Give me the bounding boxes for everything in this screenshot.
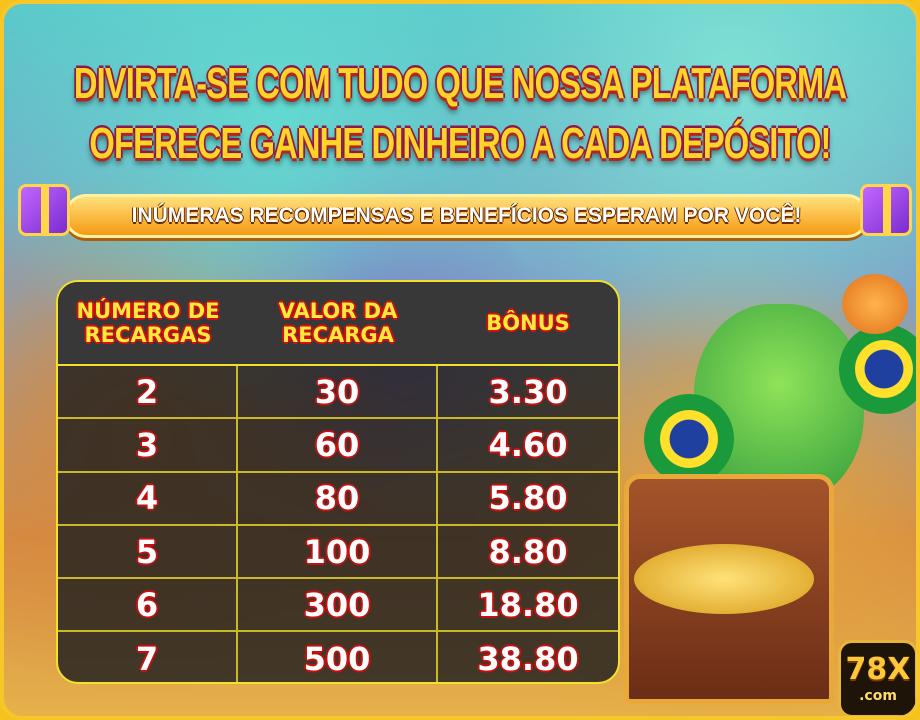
cell-bonus: 8.80 — [488, 532, 568, 571]
cell-recharge-count: 2 — [58, 366, 238, 418]
brazil-flag-icon — [644, 394, 734, 484]
cell-bonus: 38.80 — [477, 640, 579, 679]
header-bonus: BÔNUS — [486, 311, 570, 335]
cell-bonus: 3.30 — [488, 372, 568, 411]
table-row: 4 80 5.80 — [58, 472, 618, 526]
cell-recharge-count: 5 — [58, 525, 238, 578]
logo-text: 78X — [845, 652, 911, 687]
cell-bonus: 5.80 — [488, 479, 568, 518]
table-header: NÚMERO DE RECARGAS VALOR DA RECARGA BÔNU… — [58, 282, 618, 366]
cell-recharge-count: 6 — [58, 579, 238, 631]
cell-bonus: 18.80 — [477, 585, 579, 624]
cell-recharge-count: 7 — [58, 632, 238, 682]
rewards-ribbon: INÚMERAS RECOMPENSAS E BENEFÍCIOS ESPERA… — [64, 194, 869, 238]
cell-recharge-count: 3 — [58, 419, 238, 471]
cell-recharge-value: 80 — [238, 472, 438, 524]
header-recharge-count: NÚMERO DE RECARGAS — [76, 299, 220, 347]
bonus-table: NÚMERO DE RECARGAS VALOR DA RECARGA BÔNU… — [56, 280, 620, 684]
table-row: 6 300 18.80 — [58, 579, 618, 633]
headline-line-2: OFERECE GANHE DINHEIRO A CADA DEPÓSITO! — [89, 119, 831, 169]
gold-coins-illustration — [634, 544, 814, 614]
cell-bonus: 4.60 — [488, 425, 568, 464]
gift-box-icon — [18, 184, 70, 236]
header-recharge-value: VALOR DA RECARGA — [278, 299, 398, 347]
cell-recharge-value: 30 — [238, 366, 438, 418]
table-row: 7 500 38.80 — [58, 632, 618, 682]
dragon-illustration — [694, 304, 864, 504]
table-row: 5 100 8.80 — [58, 525, 618, 580]
cell-recharge-count: 4 — [58, 472, 238, 524]
cell-recharge-value: 300 — [238, 579, 438, 631]
cell-recharge-value: 60 — [238, 419, 438, 471]
brazil-flag-icon — [839, 324, 916, 414]
brand-logo: 78X .com — [838, 640, 916, 716]
cell-recharge-value: 100 — [238, 525, 438, 578]
cell-recharge-value: 500 — [238, 632, 438, 682]
gift-box-icon — [860, 184, 912, 236]
tiger-illustration — [842, 274, 908, 334]
table-row: 3 60 4.60 — [58, 419, 618, 473]
table-row: 2 30 3.30 — [58, 366, 618, 420]
logo-domain: .com — [859, 688, 897, 704]
headline-line-1: DIVIRTA-SE COM TUDO QUE NOSSA PLATAFORMA — [73, 59, 847, 109]
